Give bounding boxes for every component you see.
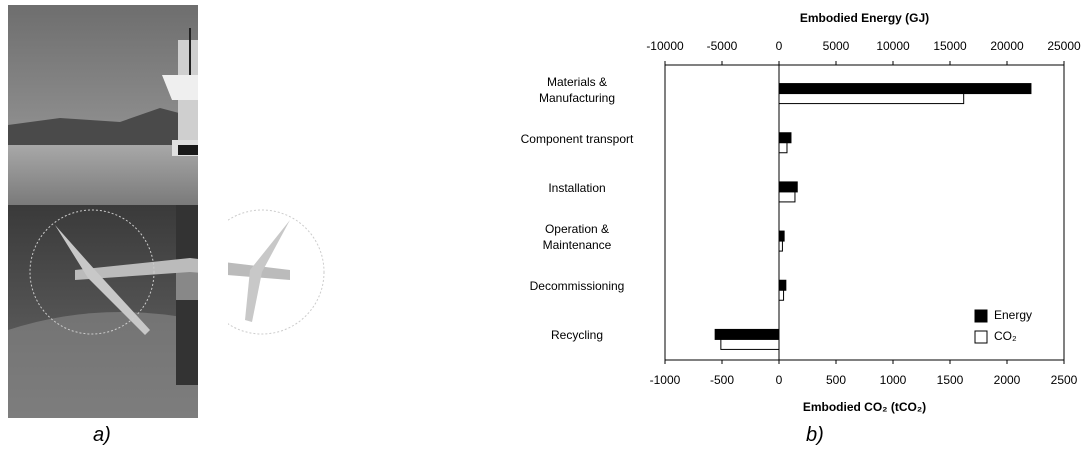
y-tick-label: Component transport bbox=[520, 131, 634, 146]
x2-tick-label: -5000 bbox=[707, 39, 738, 53]
plot-frame bbox=[664, 64, 1065, 361]
caption: b) bbox=[806, 424, 824, 446]
legend-label: CO₂ bbox=[994, 329, 1017, 343]
y-tick-label: Operation & Maintenance bbox=[542, 222, 612, 253]
legend-swatch bbox=[974, 330, 988, 344]
x2-tick-label: -10000 bbox=[646, 39, 684, 53]
legend-label: Energy bbox=[994, 308, 1032, 322]
y-tick-label: Recycling bbox=[550, 328, 604, 343]
bar bbox=[778, 230, 785, 242]
y-tick-label: Installation bbox=[548, 180, 606, 195]
x2-tick-label: 5000 bbox=[823, 39, 850, 53]
x-tick-label: -500 bbox=[710, 373, 734, 387]
bar bbox=[778, 181, 798, 193]
caption: a) bbox=[93, 424, 111, 446]
x2-tick-label: 20000 bbox=[990, 39, 1024, 53]
bar bbox=[778, 132, 792, 144]
bar bbox=[778, 240, 783, 252]
x2-tick-label: 25000 bbox=[1047, 39, 1081, 53]
x-tick-label: 2000 bbox=[994, 373, 1021, 387]
bar bbox=[778, 191, 796, 203]
bar bbox=[778, 289, 785, 301]
x-tick-label: 0 bbox=[776, 373, 783, 387]
x2-tick-label: 10000 bbox=[876, 39, 910, 53]
x-tick-label: 1000 bbox=[880, 373, 907, 387]
bar bbox=[778, 142, 788, 154]
x2-tick-label: 15000 bbox=[933, 39, 967, 53]
x-tick-label: 500 bbox=[826, 373, 846, 387]
turbine-illustration bbox=[8, 0, 325, 451]
bar bbox=[714, 328, 780, 340]
y-tick-label: Decommissioning bbox=[529, 279, 625, 294]
y-tick-label: Materials & Manufacturing bbox=[538, 74, 616, 105]
bar bbox=[778, 93, 965, 105]
x-tick-label: 1500 bbox=[937, 373, 964, 387]
bar bbox=[720, 338, 780, 350]
x2-axis-label: Embodied Energy (GJ) bbox=[800, 11, 929, 25]
x-axis-label: Embodied CO₂ (tCO₂) bbox=[803, 400, 926, 414]
legend-swatch bbox=[974, 309, 988, 323]
bar bbox=[778, 83, 1032, 95]
x-tick-label: -1000 bbox=[650, 373, 681, 387]
bar bbox=[778, 279, 787, 291]
x2-tick-label: 0 bbox=[776, 39, 783, 53]
x-tick-label: 2500 bbox=[1051, 373, 1078, 387]
